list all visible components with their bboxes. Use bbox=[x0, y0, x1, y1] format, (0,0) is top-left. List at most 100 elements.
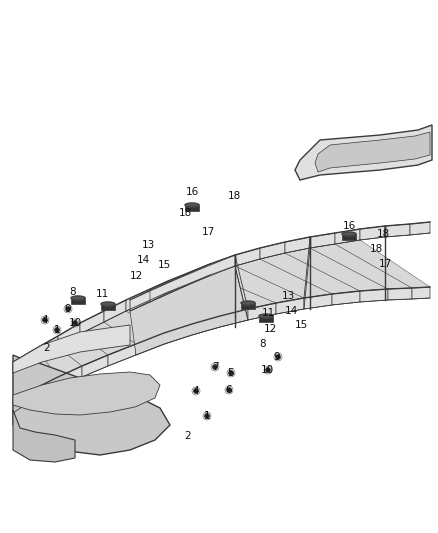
Text: 8: 8 bbox=[70, 287, 76, 297]
Text: 13: 13 bbox=[141, 240, 155, 250]
Polygon shape bbox=[342, 234, 356, 240]
Text: 18: 18 bbox=[227, 191, 240, 201]
Circle shape bbox=[226, 387, 232, 392]
Polygon shape bbox=[130, 266, 248, 355]
Polygon shape bbox=[22, 388, 36, 407]
Polygon shape bbox=[42, 347, 82, 377]
Polygon shape bbox=[335, 240, 430, 288]
Polygon shape bbox=[412, 287, 430, 299]
Polygon shape bbox=[315, 132, 430, 172]
Polygon shape bbox=[235, 248, 260, 266]
Polygon shape bbox=[150, 255, 235, 302]
Text: 15: 15 bbox=[157, 260, 171, 270]
Polygon shape bbox=[13, 372, 160, 415]
Polygon shape bbox=[80, 322, 136, 355]
Polygon shape bbox=[101, 302, 115, 306]
Text: 16: 16 bbox=[185, 187, 198, 197]
Polygon shape bbox=[188, 275, 276, 309]
Circle shape bbox=[66, 306, 71, 311]
Polygon shape bbox=[310, 244, 412, 289]
Polygon shape bbox=[295, 125, 432, 180]
Text: 14: 14 bbox=[284, 306, 298, 316]
Text: 17: 17 bbox=[201, 227, 215, 237]
Polygon shape bbox=[136, 333, 164, 355]
Polygon shape bbox=[259, 316, 273, 322]
Polygon shape bbox=[185, 205, 199, 211]
Polygon shape bbox=[185, 203, 199, 207]
Polygon shape bbox=[30, 345, 42, 363]
Polygon shape bbox=[360, 226, 385, 240]
Text: 2: 2 bbox=[185, 431, 191, 441]
Polygon shape bbox=[241, 303, 255, 309]
Polygon shape bbox=[410, 222, 430, 235]
Text: 4: 4 bbox=[193, 386, 199, 396]
Polygon shape bbox=[235, 259, 332, 298]
Text: 18: 18 bbox=[178, 208, 192, 218]
Circle shape bbox=[229, 370, 233, 376]
Text: 18: 18 bbox=[369, 244, 383, 254]
Polygon shape bbox=[248, 303, 276, 320]
Polygon shape bbox=[82, 355, 108, 377]
Text: 17: 17 bbox=[378, 259, 392, 269]
Circle shape bbox=[54, 327, 60, 333]
Polygon shape bbox=[30, 356, 58, 388]
Text: 10: 10 bbox=[68, 318, 81, 328]
Circle shape bbox=[205, 414, 209, 418]
Text: 9: 9 bbox=[65, 304, 71, 314]
Polygon shape bbox=[210, 255, 235, 275]
Text: 6: 6 bbox=[226, 385, 232, 395]
Text: 1: 1 bbox=[204, 411, 210, 421]
Polygon shape bbox=[342, 232, 356, 236]
Polygon shape bbox=[13, 369, 22, 402]
Text: 12: 12 bbox=[129, 271, 143, 281]
Polygon shape bbox=[148, 281, 168, 301]
Polygon shape bbox=[36, 377, 58, 399]
Polygon shape bbox=[310, 233, 335, 248]
Polygon shape bbox=[385, 224, 410, 237]
Text: 2: 2 bbox=[44, 343, 50, 353]
Text: 15: 15 bbox=[294, 320, 307, 330]
Circle shape bbox=[276, 354, 280, 359]
Text: 14: 14 bbox=[136, 255, 150, 265]
Polygon shape bbox=[108, 344, 136, 366]
Polygon shape bbox=[285, 248, 388, 291]
Polygon shape bbox=[20, 352, 30, 369]
Polygon shape bbox=[42, 336, 58, 356]
Polygon shape bbox=[388, 288, 412, 300]
Polygon shape bbox=[332, 291, 360, 305]
Text: 1: 1 bbox=[54, 325, 60, 335]
Polygon shape bbox=[220, 309, 248, 327]
Polygon shape bbox=[168, 273, 188, 292]
Text: 8: 8 bbox=[260, 339, 266, 349]
Polygon shape bbox=[148, 292, 220, 324]
Polygon shape bbox=[130, 264, 210, 311]
Polygon shape bbox=[13, 396, 22, 413]
Polygon shape bbox=[58, 366, 82, 388]
Polygon shape bbox=[71, 298, 85, 304]
Polygon shape bbox=[164, 324, 192, 344]
Polygon shape bbox=[13, 355, 170, 455]
Polygon shape bbox=[168, 284, 248, 316]
Polygon shape bbox=[58, 334, 108, 366]
Text: 16: 16 bbox=[343, 221, 356, 231]
Text: 9: 9 bbox=[274, 352, 280, 362]
Polygon shape bbox=[71, 296, 85, 300]
Polygon shape bbox=[260, 253, 360, 294]
Polygon shape bbox=[80, 311, 104, 334]
Circle shape bbox=[42, 318, 47, 322]
Polygon shape bbox=[58, 323, 80, 347]
Polygon shape bbox=[285, 237, 310, 253]
Text: 4: 4 bbox=[42, 315, 48, 325]
Text: 11: 11 bbox=[261, 308, 275, 318]
Text: 7: 7 bbox=[212, 362, 218, 372]
Polygon shape bbox=[276, 298, 304, 314]
Polygon shape bbox=[260, 242, 285, 259]
Polygon shape bbox=[101, 304, 115, 310]
Circle shape bbox=[73, 320, 78, 326]
Text: 12: 12 bbox=[263, 324, 277, 334]
Polygon shape bbox=[259, 314, 273, 318]
Polygon shape bbox=[104, 311, 164, 344]
Polygon shape bbox=[126, 301, 192, 333]
Polygon shape bbox=[210, 266, 304, 303]
Polygon shape bbox=[13, 358, 20, 373]
